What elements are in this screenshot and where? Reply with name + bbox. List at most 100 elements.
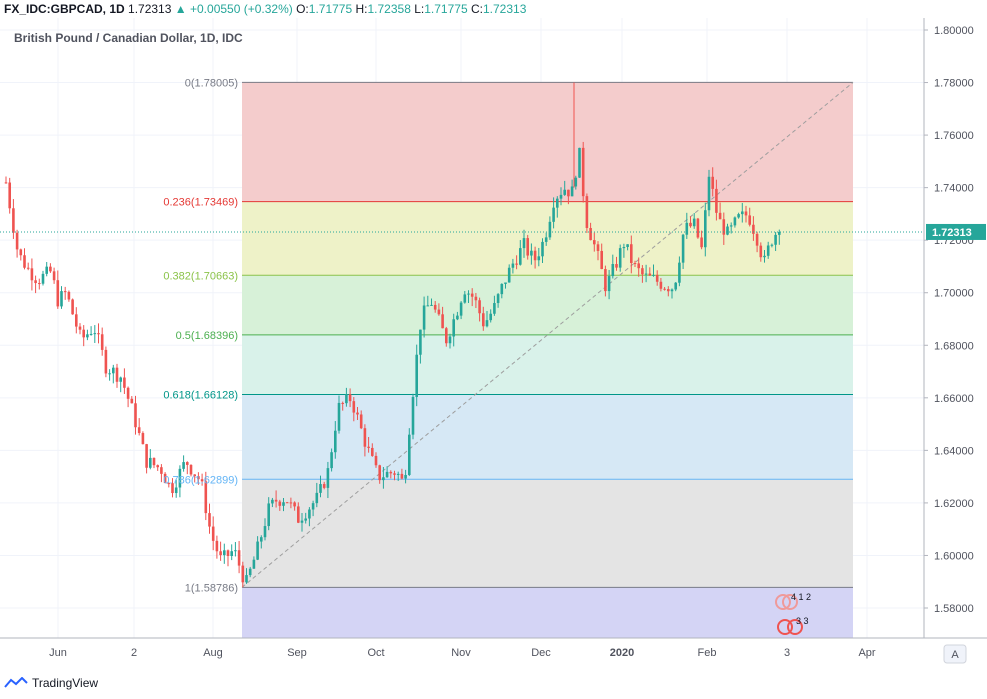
time-axis-ticks[interactable]: Jun 2 Aug Sep Oct Nov Dec 2020 Feb 3 Apr — [49, 647, 876, 659]
candle-body — [700, 237, 703, 248]
candle-body — [496, 294, 500, 304]
fib-level-label: 0.236(1.73469) — [163, 197, 238, 209]
candle-body — [400, 473, 404, 479]
price-tick-label: 1.58000 — [934, 603, 974, 615]
fib-level-label: 0.786(1.62899) — [163, 474, 238, 486]
earnings-badges[interactable]: 4 1 2 3 3 — [775, 592, 811, 635]
candle-body — [378, 465, 381, 481]
candle-body — [463, 294, 467, 303]
candle-body — [655, 274, 659, 282]
fib-level-label: 0(1.78005) — [185, 77, 238, 89]
candle-body — [63, 291, 67, 293]
candle-body — [160, 467, 163, 474]
canada-flag-icon[interactable] — [777, 619, 793, 635]
candle-body — [204, 481, 208, 514]
price-tick-label: 1.62000 — [934, 498, 974, 510]
badge-bottom-count: 3 3 — [796, 616, 809, 626]
candle-body — [15, 232, 19, 250]
candle-body — [604, 269, 607, 292]
fibonacci-retracement[interactable] — [242, 81, 853, 638]
chart-title: British Pound / Canadian Dollar, 1D, IDC — [14, 31, 243, 45]
fib-level-labels: 0(1.78005) 0.236(1.73469) 0.382(1.70663) 0.… — [163, 77, 238, 594]
candle-body — [652, 274, 655, 276]
last-price-tag — [926, 223, 986, 240]
time-tick-label[interactable]: Sep — [287, 647, 307, 659]
candle-body — [52, 271, 56, 281]
candle-body — [359, 414, 363, 429]
candle-body — [519, 248, 522, 265]
time-tick-label[interactable]: 3 — [784, 647, 790, 659]
auto-scale-button[interactable] — [943, 644, 967, 664]
candle-body — [511, 263, 515, 268]
candle-body — [522, 238, 526, 249]
time-tick-label[interactable]: Feb — [698, 647, 717, 659]
candle-body — [763, 255, 766, 258]
candle-body — [507, 267, 511, 283]
tradingview-label: TradingView — [32, 676, 99, 690]
price-tick-label: 1.64000 — [934, 445, 974, 457]
candle-body — [137, 427, 141, 434]
time-tick-label[interactable]: 2020 — [610, 647, 634, 659]
candle-body — [485, 320, 489, 327]
tradingview-watermark[interactable]: TradingView — [4, 676, 98, 690]
uk-flag-icon[interactable] — [775, 594, 791, 610]
candle-body — [267, 503, 270, 527]
candle-body — [130, 398, 134, 404]
candle-body — [278, 501, 282, 506]
candle-body — [685, 222, 689, 235]
time-tick-label[interactable]: Aug — [203, 647, 223, 659]
candle-body — [574, 177, 578, 187]
candle-body — [548, 221, 552, 238]
candle-body — [30, 268, 34, 281]
price-tick-label: 1.76000 — [934, 130, 974, 142]
price-tick-label: 1.74000 — [934, 183, 974, 195]
candle-body — [171, 483, 174, 494]
candle-body — [467, 293, 470, 295]
candle-body — [541, 241, 544, 257]
time-tick-label[interactable]: Jun — [49, 647, 67, 659]
low-label: L: — [414, 2, 425, 16]
candle-body — [82, 329, 85, 338]
candle-body — [729, 225, 733, 227]
uk-flag-icon-2[interactable] — [782, 594, 798, 610]
candle-body — [437, 309, 441, 315]
fib-level-label: 0.618(1.66128) — [163, 389, 238, 401]
candle-body — [345, 394, 348, 404]
candle-body — [200, 479, 204, 482]
candle-body — [430, 304, 433, 306]
candle-body — [174, 487, 178, 494]
canada-flag-icon-2[interactable] — [787, 619, 803, 635]
candle-body — [97, 333, 100, 335]
candle-body — [248, 568, 252, 576]
candle-body — [596, 244, 600, 251]
price-tick-label: 1.66000 — [934, 393, 974, 405]
candle-body — [274, 499, 278, 502]
symbol-name[interactable]: FX_IDC:GBPCAD, 1D — [4, 2, 125, 16]
time-tick-label[interactable]: Dec — [531, 647, 551, 659]
auto-scale-label: A — [951, 649, 959, 661]
candle-body — [93, 333, 97, 335]
candle-body — [356, 412, 359, 415]
candle-body — [189, 464, 193, 475]
candle-body — [600, 250, 603, 270]
fib-trend-line — [241, 82, 854, 588]
price-chart[interactable]: British Pound / Canadian Dollar, 1D, IDC… — [0, 18, 987, 668]
candle-body — [607, 276, 611, 292]
candle-body — [41, 273, 45, 284]
fib-zone — [242, 275, 853, 335]
candle-body — [556, 198, 559, 208]
price-axis[interactable] — [924, 18, 987, 638]
candle-body — [123, 377, 126, 388]
candle-body — [126, 387, 130, 399]
time-tick-label[interactable]: Oct — [367, 647, 384, 659]
close-label: C: — [470, 2, 483, 16]
candle-body — [663, 288, 666, 290]
candlestick-series — [4, 82, 781, 588]
time-tick-label[interactable]: 2 — [131, 647, 137, 659]
time-tick-label[interactable]: Nov — [451, 647, 471, 659]
candle-body — [426, 305, 430, 307]
time-tick-label[interactable]: Apr — [858, 647, 875, 659]
candle-body — [408, 434, 411, 475]
candle-body — [334, 430, 337, 453]
candle-body — [260, 537, 263, 542]
